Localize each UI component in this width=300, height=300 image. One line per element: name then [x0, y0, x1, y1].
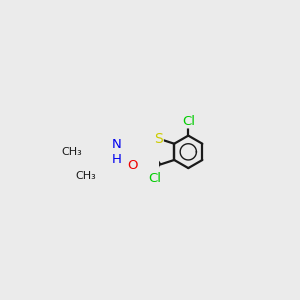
Text: S: S	[154, 132, 163, 146]
Text: Cl: Cl	[148, 172, 161, 185]
Text: O: O	[128, 159, 138, 172]
Text: Cl: Cl	[182, 115, 195, 128]
Text: CH₃: CH₃	[61, 147, 82, 157]
Text: N
H: N H	[112, 138, 122, 166]
Text: CH₃: CH₃	[76, 172, 97, 182]
